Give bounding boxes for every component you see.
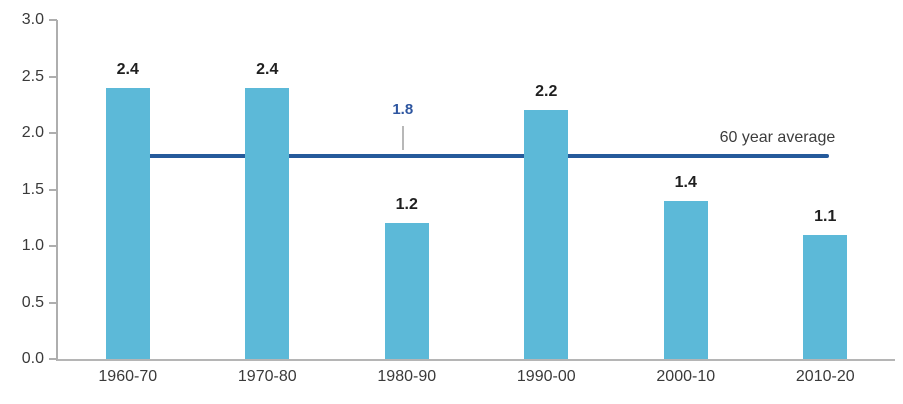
y-tick-label: 1.5 <box>21 180 44 198</box>
y-tick-mark <box>49 188 57 191</box>
bar <box>663 200 708 359</box>
plot-area: 1.8 60 year average 3.0 2.5 2.0 1.5 1.0 0.5 0.… <box>22 11 895 385</box>
y-tick-mark <box>49 301 57 304</box>
y-tick-label: 2.0 <box>21 124 44 141</box>
bar <box>524 110 569 359</box>
bar-value-label: 1.1 <box>814 207 837 225</box>
x-tick-label: 1990-00 <box>516 368 576 385</box>
y-tick-mark <box>49 75 57 78</box>
bar <box>105 87 150 359</box>
bar-value-label: 2.4 <box>116 60 139 78</box>
x-tick-label: 1980-90 <box>377 368 437 385</box>
bar-value-label: 2.2 <box>535 83 558 101</box>
bar-value-label: 2.4 <box>256 60 279 78</box>
x-tick-label: 1970-80 <box>237 368 297 385</box>
bar <box>803 234 848 359</box>
bar-value-label: 1.4 <box>674 173 697 191</box>
y-tick-label: 2.5 <box>21 67 44 85</box>
average-line <box>123 153 830 158</box>
x-tick-label: 2000-10 <box>656 368 716 385</box>
y-tick-mark <box>49 245 57 247</box>
x-tick-label: 1960-70 <box>98 368 158 385</box>
average-value-label: 1.8 <box>392 101 414 118</box>
x-tick-label: 2010-20 <box>795 368 855 385</box>
bar-value-label: 1.2 <box>395 196 418 214</box>
y-tick-mark <box>49 358 57 360</box>
y-tick-label: 0.5 <box>21 293 44 311</box>
y-tick-label: 1.0 <box>21 237 44 254</box>
bar <box>384 223 429 359</box>
y-tick-mark <box>49 132 57 134</box>
y-tick-label: 0.0 <box>21 350 44 367</box>
y-tick-label: 3.0 <box>21 11 44 28</box>
average-leader-line <box>401 126 404 150</box>
y-tick-mark <box>49 19 57 21</box>
bar <box>245 87 290 359</box>
average-line-label: 60 year average <box>719 128 836 146</box>
